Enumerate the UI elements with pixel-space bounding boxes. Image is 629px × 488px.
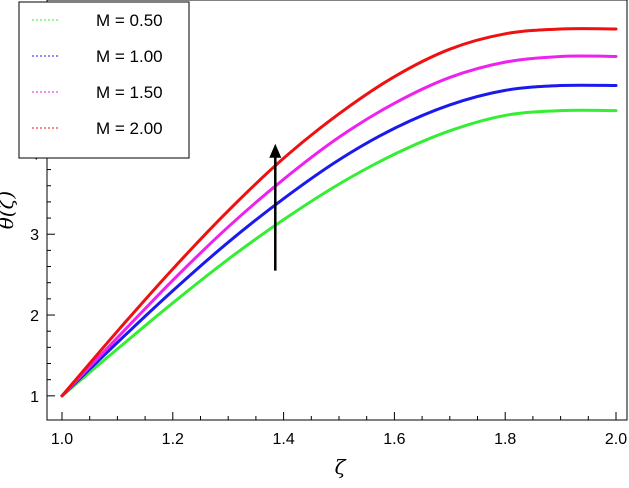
legend-label-4: M = 2.00 <box>96 119 163 138</box>
legend-box <box>18 1 190 159</box>
plot-frame <box>46 0 628 421</box>
y-axis-label: θ(ζ) <box>0 191 18 230</box>
x-tick-label: 1.6 <box>383 431 405 448</box>
x-tick-label: 1.0 <box>51 431 73 448</box>
arrow-head <box>269 143 282 158</box>
y-tick-label: 1 <box>30 389 39 406</box>
legend-label-1: M = 0.50 <box>96 11 163 30</box>
series-line-4 <box>60 27 618 398</box>
x-tick-label: 1.4 <box>272 431 294 448</box>
series-line-1 <box>60 108 618 398</box>
x-axis-label: ζ <box>335 455 347 479</box>
increase-arrow <box>269 143 282 271</box>
x-tick-label: 2.0 <box>605 431 627 448</box>
series-line-2 <box>60 83 618 398</box>
y-tick-label: 2 <box>30 308 39 325</box>
legend-label-2: M = 1.00 <box>96 47 163 66</box>
series-line-3 <box>60 54 618 398</box>
legend: M = 0.50 M = 1.00 M = 1.50 M = 2.00 <box>18 1 190 159</box>
x-tick-label: 1.2 <box>162 431 184 448</box>
y-tick-label: 3 <box>30 227 39 244</box>
x-tick-label: 1.8 <box>494 431 516 448</box>
legend-label-3: M = 1.50 <box>96 83 163 102</box>
series-lines <box>60 27 618 398</box>
